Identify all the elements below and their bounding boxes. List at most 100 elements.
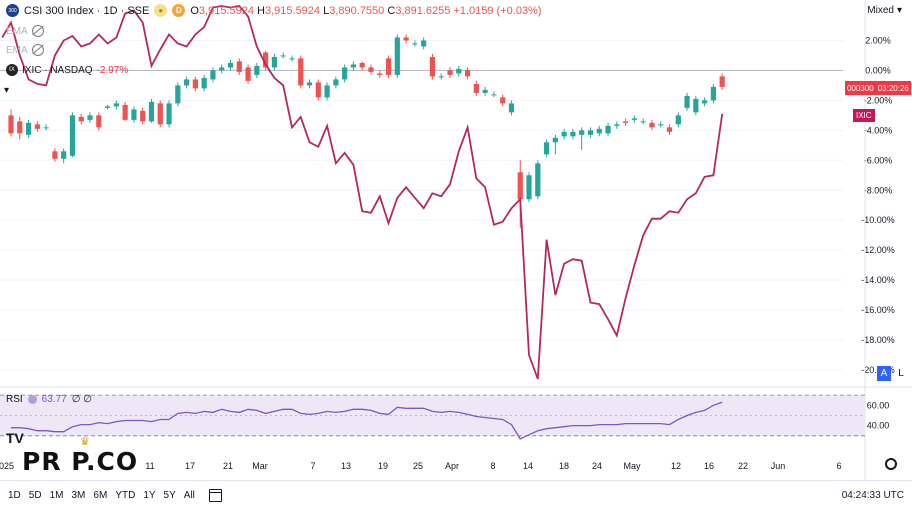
candle-body xyxy=(324,85,330,98)
ixic-legend[interactable]: IX IXIC · NASDAQ -2.97% xyxy=(6,64,128,76)
timeframe-1m[interactable]: 1M xyxy=(49,489,64,501)
timeframe-1y[interactable]: 1Y xyxy=(143,489,156,501)
watermark-logo: PR P.CO xyxy=(22,447,139,476)
calendar-icon[interactable] xyxy=(208,488,222,502)
candle-body xyxy=(359,62,365,68)
candle-body xyxy=(623,121,629,123)
candle-body xyxy=(210,70,216,80)
timeframe-5y[interactable]: 5Y xyxy=(163,489,176,501)
candle-body xyxy=(43,127,49,129)
gear-icon[interactable] xyxy=(885,458,897,470)
x-tick-label: Mar xyxy=(252,461,268,471)
candle-body xyxy=(438,76,444,78)
candle-body xyxy=(500,97,506,104)
x-tick-label: 6 xyxy=(836,461,841,471)
candle-body xyxy=(61,151,67,159)
eye-off-icon[interactable] xyxy=(31,25,44,37)
candle-body xyxy=(52,151,58,159)
utc-clock[interactable]: 04:24:33 UTC xyxy=(841,489,904,501)
candle-body xyxy=(675,115,681,125)
timeframe-1d[interactable]: 1D xyxy=(8,489,21,501)
candle-body xyxy=(17,121,23,134)
y-tick-label: -6.00% xyxy=(864,155,893,165)
candle-body xyxy=(456,68,462,74)
candle-body xyxy=(342,67,348,80)
candle-body xyxy=(684,95,690,108)
candle-body xyxy=(333,79,339,86)
rsi-extra: ∅ ∅ xyxy=(71,394,92,405)
x-tick-label: 25 xyxy=(413,461,423,471)
candle-body xyxy=(614,124,620,126)
timeframe-all[interactable]: All xyxy=(183,489,195,501)
last-price-tag: 000300 03:20:26 xyxy=(845,81,911,95)
bar-countdown: 03:20:26 xyxy=(877,83,909,93)
candle-body xyxy=(113,103,119,107)
ema-label: EMA xyxy=(6,25,28,37)
candle-body xyxy=(201,77,207,89)
csi300-logo-icon: 300 xyxy=(6,4,19,17)
timeframe-6m[interactable]: 6M xyxy=(93,489,108,501)
y-tick-label: -16.00% xyxy=(861,305,895,315)
candle-body xyxy=(587,130,594,135)
candle-body xyxy=(719,76,725,87)
candle-body xyxy=(8,115,14,134)
market-status-badge[interactable]: D xyxy=(172,4,186,17)
candle-body xyxy=(693,98,699,113)
rsi-settings-icon[interactable] xyxy=(27,395,37,404)
y-tick-label: 0.00% xyxy=(865,65,891,75)
candle-body xyxy=(289,58,295,60)
chart-svg[interactable]: 2.00% 0.00% -2.00% -4.00% -6.00% -8.00% -10.00… xyxy=(0,0,912,480)
chevron-down-icon[interactable]: ▾ xyxy=(4,85,10,96)
candle-body xyxy=(219,67,225,71)
ixic-line xyxy=(1,5,724,380)
ixic-name: IXIC · NASDAQ xyxy=(22,64,93,76)
auto-scale-button[interactable]: A xyxy=(877,366,891,381)
y-tick-label: -12.00% xyxy=(861,245,895,255)
ema-indicator-2[interactable]: EMA xyxy=(6,44,44,56)
timeframe-bar: 1D 5D 1M 3M 6M YTD 1Y 5Y All 04:24:33 UT… xyxy=(0,480,912,509)
candle-body xyxy=(131,109,137,120)
candle-body xyxy=(148,101,155,122)
scale-mode-label: Mixed xyxy=(867,5,894,16)
legend: 300 CSI 300 Index · 1D · SSE ● D O3,915.… xyxy=(6,4,542,17)
candle-body xyxy=(447,70,453,75)
ixic-change: -2.97% xyxy=(96,64,129,76)
candle-body xyxy=(368,67,374,72)
candle-body xyxy=(184,79,190,86)
candle-body xyxy=(710,86,716,101)
y-tick-label: -2.00% xyxy=(864,95,893,105)
candle-body xyxy=(666,127,673,132)
chart-title[interactable]: CSI 300 Index · 1D · SSE xyxy=(24,4,150,17)
candle-body xyxy=(157,103,163,125)
candle-body xyxy=(491,94,497,96)
x-tick-label: 8 xyxy=(490,461,495,471)
candle-body xyxy=(464,70,471,77)
candle-body xyxy=(306,82,313,86)
crown-icon: ♛ xyxy=(80,436,90,448)
log-scale-button[interactable]: L xyxy=(898,368,904,379)
candle-body xyxy=(236,61,242,72)
timeframe-3m[interactable]: 3M xyxy=(71,489,86,501)
ema-label: EMA xyxy=(6,44,28,56)
price-tag-symbol: 000300 xyxy=(847,83,874,93)
eye-off-icon[interactable] xyxy=(31,44,44,56)
ema-indicator-1[interactable]: EMA xyxy=(6,25,44,37)
candle-body xyxy=(640,121,646,123)
candle-body xyxy=(263,52,269,68)
x-tick-label: 24 xyxy=(592,461,602,471)
timeframe-ytd[interactable]: YTD xyxy=(115,489,136,501)
candle-body xyxy=(96,115,102,128)
timeframe-5d[interactable]: 5D xyxy=(28,489,42,501)
rsi-legend[interactable]: RSI 63.77 ∅ ∅ xyxy=(6,394,92,405)
dot-icon[interactable]: ● xyxy=(154,4,168,17)
candle-body xyxy=(227,62,234,68)
candle-body xyxy=(245,67,251,81)
x-tick-label: 17 xyxy=(185,461,195,471)
x-tick-label: 18 xyxy=(559,461,569,471)
tradingview-logo: TV xyxy=(6,430,24,446)
candle-body xyxy=(526,175,532,200)
scale-mode-button[interactable]: Mixed ▾ xyxy=(867,5,902,16)
candle-body xyxy=(473,83,479,93)
rsi-line xyxy=(11,401,723,440)
candle-body xyxy=(25,122,32,135)
